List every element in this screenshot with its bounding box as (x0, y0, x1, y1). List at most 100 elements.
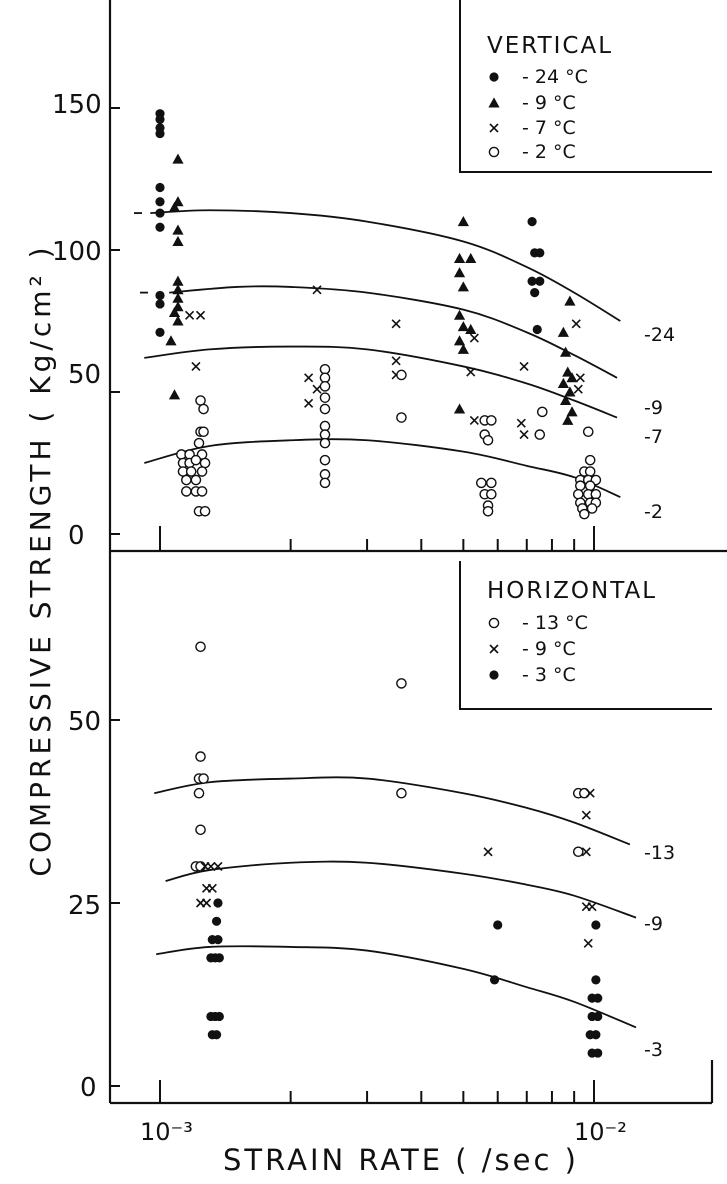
data-point (155, 128, 165, 139)
data-point (566, 406, 578, 417)
legend-marker (488, 146, 500, 158)
data-point (195, 751, 206, 762)
data-point (195, 641, 206, 653)
data-point (564, 386, 576, 397)
data-point (516, 418, 526, 428)
data-point (465, 252, 477, 263)
y-axis-label: COMPRESSIVE STRENGTH ( Kg/cm² ) (24, 243, 57, 876)
data-point (201, 898, 212, 908)
data-point (193, 437, 205, 449)
data-point (181, 474, 192, 486)
data-point (457, 321, 469, 332)
data-point (172, 315, 184, 326)
legend-marker (489, 644, 499, 654)
axis-ticks (110, 107, 595, 1103)
data-point (155, 114, 165, 124)
data-point (453, 252, 466, 263)
data-point (185, 466, 197, 477)
data-point (534, 429, 546, 440)
data-point (312, 285, 322, 295)
data-point (572, 846, 584, 858)
data-point (199, 505, 211, 517)
data-point (172, 292, 184, 303)
fit-curve-minus24 (150, 209, 621, 322)
data-point (593, 1048, 603, 1058)
y-tick-label: 100 (52, 237, 102, 267)
x-tick-label: 10⁻² (574, 1118, 627, 1146)
data-point (195, 861, 206, 872)
data-point-stroke (206, 861, 216, 871)
data-point (198, 773, 209, 784)
data-point (168, 201, 181, 212)
data-point (185, 310, 195, 320)
data-point (584, 466, 596, 477)
legend-entry-label: - 9 °C (522, 92, 576, 114)
data-point (527, 276, 537, 286)
data-point-stroke (581, 847, 591, 857)
data-point (579, 787, 590, 799)
data-point (319, 469, 331, 480)
data-point (575, 480, 586, 492)
data-point-stroke (201, 898, 212, 908)
data-point (155, 197, 165, 207)
data-point (155, 327, 165, 337)
data-point (469, 415, 479, 425)
data-point (457, 281, 469, 292)
y-tick-label: 50 (68, 360, 101, 390)
data-point-stroke (207, 883, 217, 893)
y-tick-label: 50 (68, 707, 101, 737)
legend-marker-stroke (489, 644, 499, 654)
data-point (486, 415, 497, 426)
data-point-stroke (304, 373, 314, 383)
curve-label: -9 (644, 397, 663, 419)
data-point (489, 975, 500, 985)
curve-label: -24 (644, 324, 675, 346)
data-point-stroke (519, 361, 529, 372)
vertical-legend-title: VERTICAL (487, 33, 613, 59)
data-point (391, 319, 401, 329)
data-point (396, 678, 407, 689)
fit-curve-minus3 (156, 945, 637, 1029)
data-point (486, 477, 497, 489)
data-point (319, 381, 331, 392)
data-point-stroke (213, 861, 223, 871)
data-point (195, 824, 206, 836)
data-point (213, 898, 223, 908)
data-points (155, 109, 603, 1058)
data-point (483, 847, 493, 857)
curve-label: -13 (644, 842, 675, 864)
horizontal-legend-box (459, 561, 712, 710)
data-point (465, 323, 477, 334)
data-point (575, 373, 585, 383)
data-point (319, 372, 331, 384)
data-point (583, 938, 593, 948)
data-point (214, 1011, 224, 1022)
data-point (482, 434, 494, 446)
data-point-stroke (195, 310, 206, 320)
data-point (457, 343, 469, 354)
curve-label: -3 (644, 1039, 663, 1061)
data-point (155, 182, 165, 193)
data-point (535, 248, 545, 258)
data-point (319, 392, 331, 403)
legend-marker (489, 72, 499, 82)
legend-entry-label: - 7 °C (522, 117, 576, 139)
vertical-legend-entries: - 24 °C - 9 °C - 7 °C - 2 °C (522, 66, 588, 163)
legend-marker (489, 670, 499, 680)
data-point (564, 295, 576, 306)
data-point (211, 1030, 222, 1040)
data-point (535, 276, 545, 286)
data-point (582, 426, 594, 438)
data-point (172, 235, 184, 246)
data-point (527, 217, 537, 227)
data-point (214, 953, 224, 963)
data-point (557, 377, 569, 388)
data-point-stroke (469, 333, 479, 343)
x-tick-label: 10⁻³ (140, 1118, 193, 1146)
data-point (155, 222, 165, 232)
data-point-stroke (185, 310, 195, 320)
data-point (519, 361, 529, 372)
data-point-stroke (312, 384, 322, 394)
data-point (581, 810, 591, 820)
data-point (190, 474, 202, 486)
